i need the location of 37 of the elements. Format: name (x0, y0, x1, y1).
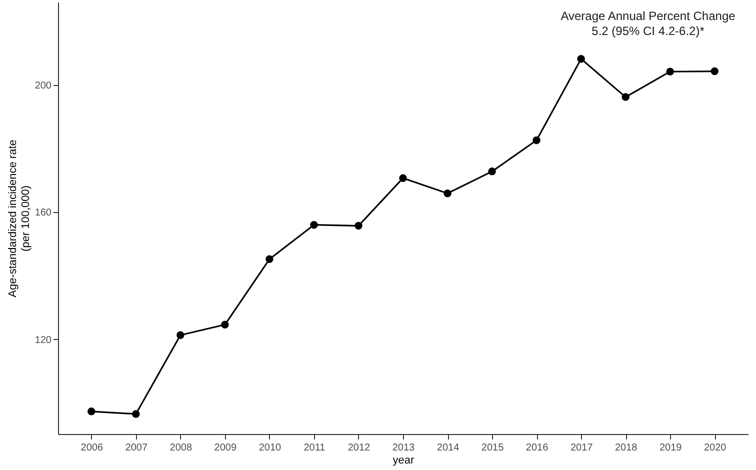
point (132, 410, 140, 418)
point (710, 67, 718, 76)
point (176, 331, 184, 340)
point (88, 408, 96, 416)
x-tick-label: 2014 (436, 442, 460, 454)
annotation: 5.2 (95% CI 4.2-6.2)* (592, 24, 705, 38)
point (532, 136, 540, 144)
y-tick-label: 120 (34, 334, 52, 346)
x-tick-label: 2017 (570, 442, 594, 454)
annotation: Average Annual Percent Change (560, 9, 736, 23)
point (310, 220, 318, 229)
x-tick-label: 2020 (704, 442, 727, 454)
x-tick-label: 2008 (170, 442, 192, 454)
y-tick-label: 160 (34, 208, 52, 219)
y-axis-title: Age-standardized incidence rate (per 100,000) (6, 140, 32, 298)
point (488, 168, 496, 176)
y-tick-label: 200 (34, 80, 52, 92)
x-tick-label: 2013 (392, 442, 416, 454)
x-tick-label: 2015 (481, 442, 504, 454)
x-tick-label: 2010 (258, 442, 282, 454)
point (577, 55, 585, 63)
point (666, 68, 674, 76)
x-tick-label: 2007 (125, 442, 148, 454)
x-tick-label: 2012 (348, 442, 371, 454)
point (399, 174, 407, 182)
x-tick-label: 2011 (304, 442, 326, 454)
point (221, 320, 229, 329)
point (444, 190, 452, 198)
x-tick-label: 2018 (614, 442, 638, 454)
point (622, 93, 630, 101)
x-tick-label: 2006 (80, 442, 104, 454)
x-tick-label: 2009 (214, 442, 237, 454)
x-axis-title: year (392, 454, 415, 466)
point (266, 255, 274, 264)
point (354, 222, 362, 230)
x-tick-label: 2016 (526, 442, 549, 454)
x-tick-label: 2019 (659, 442, 682, 454)
